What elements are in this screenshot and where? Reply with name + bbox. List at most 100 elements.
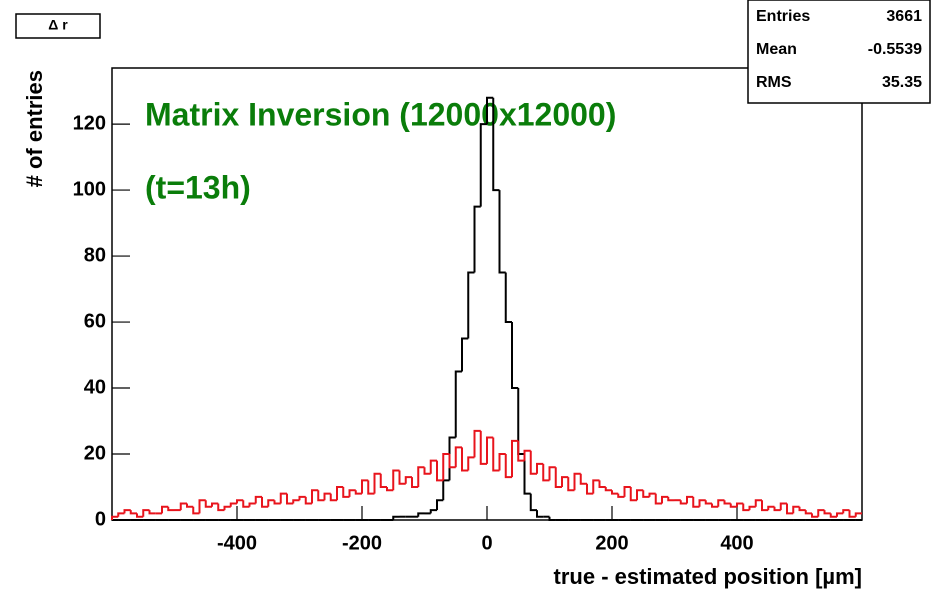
histogram-step (623, 486, 631, 497)
histogram-step (217, 503, 225, 512)
histogram-step (211, 502, 219, 507)
histogram-step (523, 449, 531, 461)
histogram-step (592, 479, 600, 494)
histogram-step (604, 487, 612, 492)
histogram-step (298, 495, 306, 501)
histogram-step (261, 496, 269, 508)
y-tick-label: 80 (84, 244, 106, 266)
histogram-step (561, 476, 569, 488)
histogram-step (629, 487, 637, 502)
histogram-step (223, 505, 231, 511)
histogram-step (379, 473, 387, 489)
histogram-step (229, 502, 237, 507)
histogram-step (848, 510, 856, 518)
histogram-step (467, 271, 475, 339)
y-tick-label: 100 (73, 178, 106, 200)
histogram-step (598, 480, 606, 489)
histogram-step (236, 499, 244, 504)
annotation: (t=13h) (145, 169, 251, 205)
histogram-step (167, 506, 175, 512)
x-tick-label: -200 (342, 532, 382, 554)
histogram-step (679, 500, 687, 505)
histogram-step (417, 466, 425, 488)
stats-value: 3661 (886, 8, 922, 25)
histogram-step (654, 493, 662, 505)
histogram-step (123, 509, 131, 514)
histogram-step (686, 495, 694, 504)
histogram-step (617, 493, 625, 498)
histogram-step (498, 190, 506, 274)
histogram-step (586, 483, 594, 495)
histogram-step (698, 499, 706, 507)
histogram-step (648, 492, 656, 497)
histogram-step (529, 450, 537, 475)
histogram-step (542, 463, 550, 482)
y-tick-label: 40 (84, 376, 106, 398)
histogram-step (417, 512, 425, 517)
histogram-step (392, 515, 400, 520)
histogram-step (642, 490, 650, 498)
histogram-step (504, 272, 512, 324)
annotation: Matrix Inversion (12000x12000) (145, 96, 616, 132)
histogram-step (667, 496, 675, 502)
histogram-step (429, 459, 437, 474)
y-axis-label: # of entries (22, 70, 47, 187)
histogram-step (717, 499, 725, 507)
histogram-step (811, 513, 819, 518)
histogram-step (304, 496, 312, 505)
histogram-step (779, 502, 787, 511)
x-tick-label: 400 (720, 532, 753, 554)
histogram-step (611, 490, 619, 495)
histogram-step (454, 370, 462, 438)
histogram-step (342, 487, 350, 498)
histogram-step (117, 512, 125, 517)
histogram-step (436, 460, 444, 482)
histogram-step (179, 502, 187, 511)
histogram-step (517, 440, 525, 462)
histogram-step (504, 454, 512, 479)
stats-box (747, 0, 931, 104)
histogram-step (836, 512, 844, 517)
histogram-step (404, 476, 412, 484)
histogram-step (786, 503, 794, 515)
histogram-step (748, 505, 756, 511)
histogram-step (692, 496, 700, 508)
histogram-step (636, 489, 644, 501)
stats-label: Entries (756, 8, 810, 25)
histogram-step (704, 500, 712, 505)
histogram-step (198, 499, 206, 514)
histogram-step (579, 473, 587, 485)
histogram-step (511, 322, 519, 390)
histogram-step (367, 480, 375, 495)
histogram-step (129, 510, 137, 515)
histogram-step (461, 447, 469, 472)
histogram-step (548, 516, 556, 521)
histogram-step (842, 509, 850, 514)
histogram-step (736, 502, 744, 507)
histogram-step (467, 456, 475, 471)
stats-value: -0.5539 (868, 41, 922, 58)
histogram-step (823, 510, 831, 515)
y-tick-label: 20 (84, 442, 106, 464)
histogram-step (354, 490, 362, 495)
histogram-step (148, 510, 156, 515)
histogram-step (142, 509, 150, 517)
x-tick-label: 0 (481, 532, 492, 554)
histogram-step (486, 436, 494, 464)
histogram-step (711, 503, 719, 508)
histogram-step (529, 493, 537, 512)
histogram-step (311, 489, 319, 504)
histogram-step (161, 505, 169, 514)
histogram-step (523, 454, 531, 495)
y-tick-label: 120 (73, 112, 106, 134)
histogram-step (567, 477, 575, 492)
histogram-step (492, 97, 500, 192)
histogram-step (423, 467, 431, 475)
x-tick-label: 200 (595, 532, 628, 554)
histogram-step (192, 506, 200, 515)
histogram-step (317, 490, 325, 502)
histogram-step (323, 492, 331, 501)
histogram-step (392, 469, 400, 491)
x-tick-label: -400 (217, 532, 257, 554)
